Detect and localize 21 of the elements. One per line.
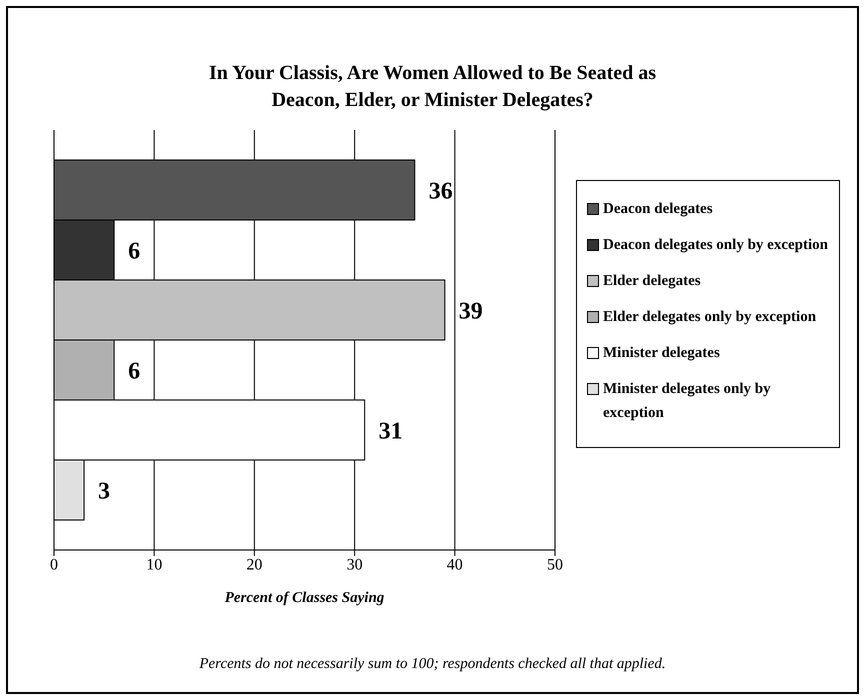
data-label: 3	[98, 478, 110, 505]
data-label: 36	[428, 178, 453, 205]
x-axis-title: Percent of Classes Saying	[224, 590, 386, 607]
legend-label: Elder delegates only by exception	[603, 308, 816, 327]
data-label: 39	[458, 298, 483, 325]
chart-title: In Your Classis, Are Women Allowed to Be Seated as Deacon, Elder, or Minister Delegates?	[208, 61, 658, 113]
legend-label: Minister delegates only by exception	[603, 380, 772, 423]
data-label: 6	[128, 358, 140, 385]
x-tick-label: 10	[146, 556, 162, 574]
legend-label: Elder delegates	[603, 272, 701, 291]
data-label: 31	[378, 418, 403, 445]
text: Percents do not necessarily sum to 100; respondents checked all that applied.	[198, 656, 667, 673]
x-tick-label: 0	[50, 556, 58, 574]
legend-label: Minister delegates	[603, 344, 720, 363]
x-tick-label: 40	[446, 556, 463, 574]
x-tick-label: 30	[346, 556, 363, 574]
legend-label: Deacon delegates	[603, 200, 713, 219]
legend-label: Deacon delegates only by exception	[603, 236, 828, 255]
data-label: 6	[128, 238, 140, 265]
x-tick-label: 50	[547, 556, 563, 574]
x-tick-label: 20	[246, 556, 262, 574]
